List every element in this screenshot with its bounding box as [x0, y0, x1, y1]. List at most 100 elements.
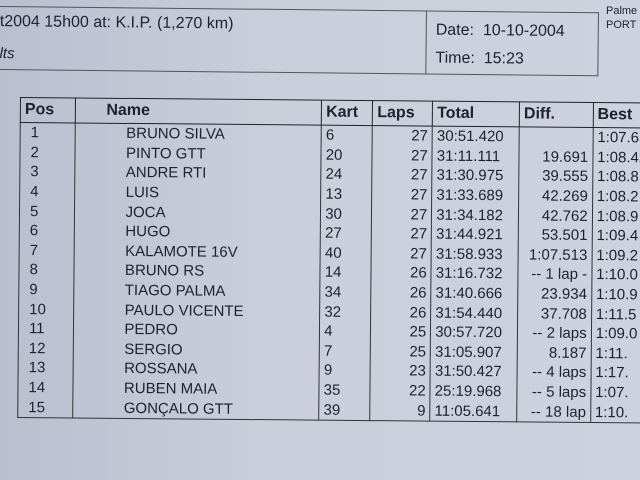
cell-diff: 8.187	[517, 342, 592, 364]
cell-pos: 9	[18, 279, 75, 300]
cell-pos: 8	[18, 260, 75, 281]
time-row: Time: 15:23	[435, 50, 524, 69]
cell-name: ROSSANA	[73, 358, 320, 381]
time-value: 15:23	[483, 50, 524, 68]
cell-pos: 6	[19, 220, 75, 242]
cell-diff: -- 4 laps	[517, 362, 591, 383]
cell-kart: 13	[320, 184, 373, 205]
cell-name: BRUNO SILVA	[75, 122, 322, 146]
report-header: t2004 15h00 at: K.I.P. (1,270 km) lts Da…	[0, 6, 599, 77]
cell-laps: 9	[370, 400, 431, 421]
cell-kart: 32	[319, 301, 372, 323]
cell-best: 1:10.	[590, 402, 640, 423]
cell-kart: 30	[320, 204, 372, 225]
cell-kart: 7	[319, 341, 371, 362]
cell-kart: 39	[318, 399, 371, 421]
cell-diff: 42.762	[518, 205, 593, 226]
cell-laps: 23	[370, 361, 431, 382]
side-line-2: PORT	[606, 19, 637, 31]
cell-name: PAULO VICENTE	[74, 299, 320, 322]
cell-laps: 25	[370, 341, 431, 362]
cell-diff: 42.269	[518, 186, 593, 207]
report-subtitle: lts	[0, 45, 15, 63]
cell-laps: 26	[370, 302, 431, 323]
cell-laps: 27	[372, 165, 433, 186]
col-name: Name	[75, 97, 322, 126]
cell-total: 31:05.907	[430, 342, 518, 363]
cell-pos: 5	[19, 201, 76, 222]
cell-name: PINTO GTT	[75, 143, 322, 165]
cell-name: LUIS	[75, 182, 321, 205]
cell-diff: -- 18 lap	[516, 401, 591, 423]
cell-laps: 27	[371, 204, 432, 225]
cell-name: ANDRE RTI	[75, 162, 322, 185]
cell-kart: 35	[319, 380, 371, 401]
cell-total: 30:57.720	[430, 322, 518, 343]
cell-best: 1:17.	[590, 363, 640, 384]
cell-kart: 4	[319, 321, 371, 342]
results-table: Pos Name Kart Laps Total Diff. Best 1 BRU…	[17, 97, 640, 423]
cell-pos: 2	[19, 142, 76, 163]
cell-total: 31:54.440	[430, 302, 518, 324]
cell-pos: 7	[19, 240, 75, 261]
cell-total: 31:11.111	[432, 146, 520, 167]
cell-diff: 53.501	[518, 225, 593, 246]
cell-best: 1:10.0	[591, 265, 640, 286]
cell-total: 31:33.689	[431, 185, 519, 206]
cell-diff: -- 5 laps	[516, 382, 591, 403]
cell-total: 30:51.420	[432, 126, 520, 147]
col-laps: Laps	[372, 100, 433, 127]
cell-pos: 10	[18, 299, 75, 320]
cell-kart: 14	[320, 262, 372, 283]
cell-kart: 6	[321, 125, 373, 146]
cell-laps: 27	[371, 224, 432, 245]
cell-diff: 23.934	[517, 284, 592, 305]
cell-name: RUBEN MAIA	[73, 378, 320, 400]
cell-diff: 39.555	[518, 166, 593, 187]
cell-kart: 34	[319, 282, 372, 303]
cell-pos: 11	[18, 318, 75, 340]
cell-total: 31:58.933	[431, 244, 519, 265]
cell-pos: 4	[19, 181, 76, 202]
cell-pos: 13	[18, 358, 74, 379]
cell-best: 1:11.5	[591, 304, 640, 325]
table-row: 15 GONÇALO GTT 39 9 11:05.641 -- 18 lap 1:10.	[17, 397, 640, 423]
cell-name: HUGO	[74, 221, 321, 244]
cell-pos: 3	[19, 162, 76, 183]
date-row: Date: 10-10-2004	[436, 22, 565, 41]
cell-diff: 19.691	[518, 146, 593, 168]
cell-total: 31:40.666	[430, 283, 518, 304]
cell-name: BRUNO RS	[74, 260, 321, 283]
cell-kart: 20	[321, 145, 373, 166]
event-info-box: t2004 15h00 at: K.I.P. (1,270 km) lts	[0, 6, 427, 74]
cell-laps: 26	[371, 263, 432, 284]
cell-laps: 27	[371, 243, 432, 264]
date-value: 10-10-2004	[482, 22, 565, 40]
cell-laps: 22	[370, 380, 431, 401]
cell-pos: 1	[20, 122, 76, 144]
cell-diff: 37.708	[517, 303, 592, 324]
cell-name: GONÇALO GTT	[73, 397, 320, 421]
cell-best: 1:08.8	[592, 167, 640, 188]
cell-total: 11:05.641	[429, 400, 517, 422]
cell-best: 1:07.65	[592, 127, 640, 149]
cell-name: JOCA	[74, 201, 321, 224]
cell-laps: 25	[370, 322, 431, 343]
cell-best: 1:08.42	[592, 147, 640, 168]
cell-diff: 1:07.513	[518, 244, 592, 266]
cell-best: 1:08.9	[592, 206, 640, 227]
cell-laps: 27	[371, 184, 433, 205]
cell-laps: 26	[371, 282, 432, 303]
cell-name: SERGIO	[73, 339, 320, 361]
cell-laps: 27	[372, 145, 433, 166]
cell-best: 1:09.2	[591, 245, 640, 266]
cell-total: 31:50.427	[430, 361, 518, 383]
cell-best: 1:09.4	[591, 225, 640, 247]
cell-best: 1:10.9	[591, 284, 640, 305]
col-diff: Diff.	[519, 101, 594, 128]
cell-kart: 27	[320, 223, 372, 244]
time-label: Time:	[435, 49, 475, 67]
col-pos: Pos	[20, 97, 76, 123]
cell-total: 31:30.975	[432, 165, 519, 187]
col-best: Best	[592, 102, 640, 129]
